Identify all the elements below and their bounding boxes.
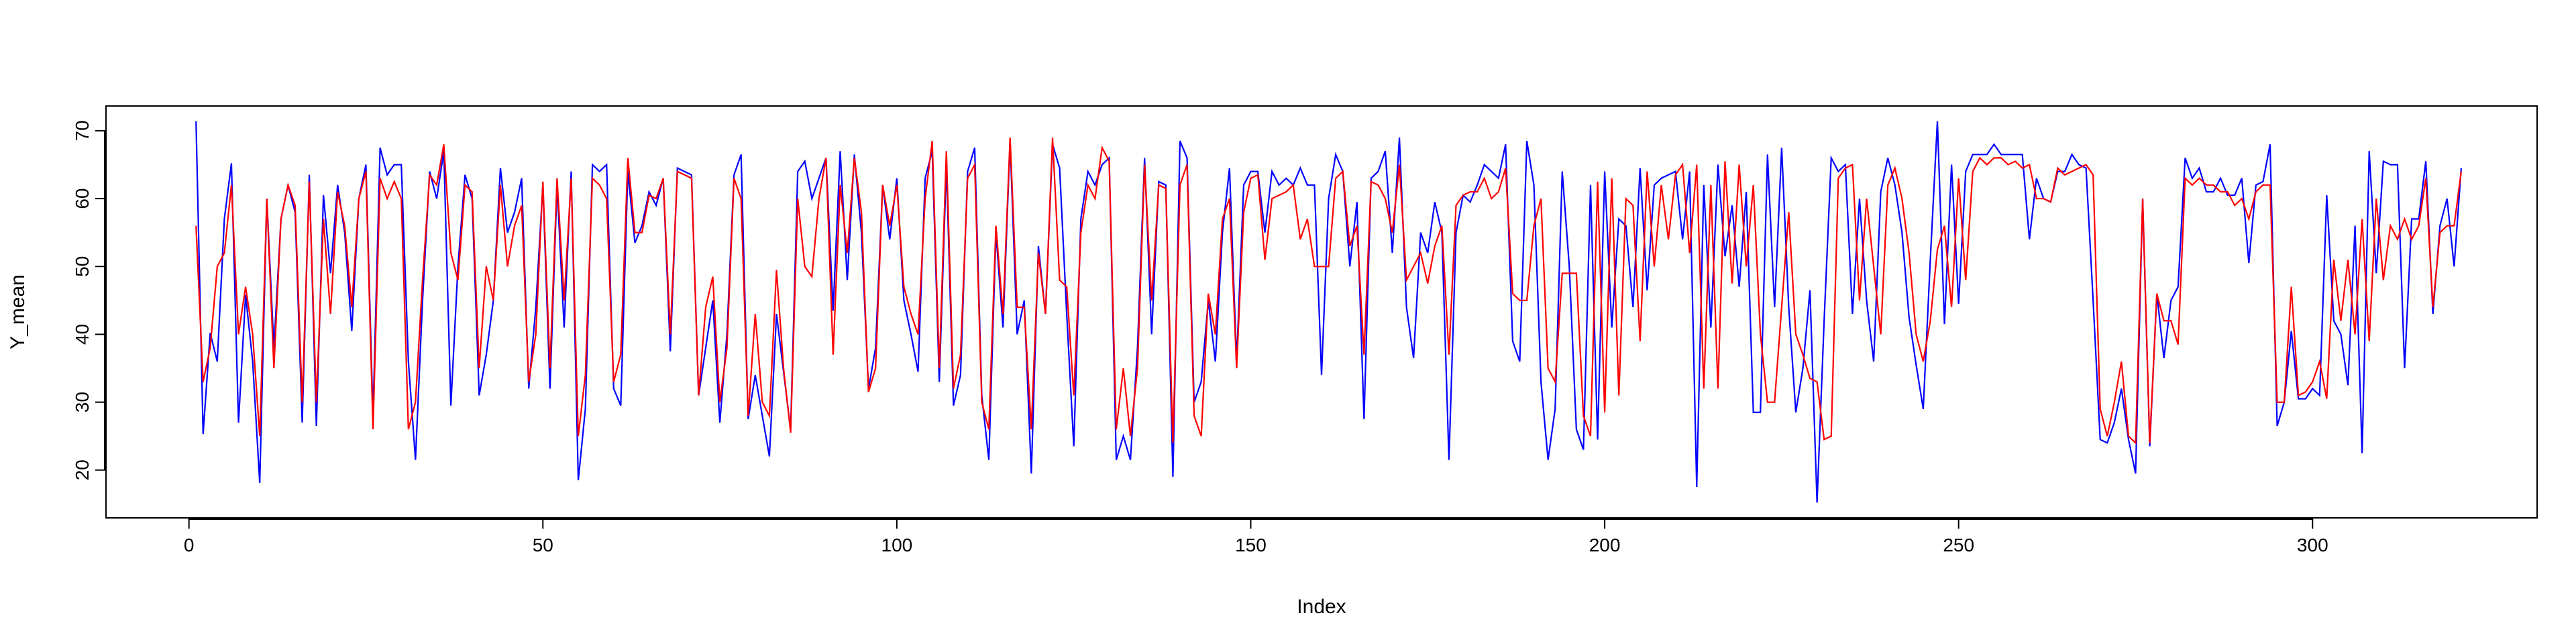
y-tick-label: 60 [72, 188, 93, 209]
series-line-2 [195, 137, 2462, 445]
y-tick-label: 20 [72, 460, 93, 480]
x-tick-label: 50 [533, 535, 553, 555]
x-tick-label: 150 [1235, 535, 1267, 555]
x-axis-label: Index [1297, 596, 1346, 618]
series-layer [195, 121, 2462, 503]
x-tick-label: 0 [184, 535, 195, 555]
axis-layer: 0 50 100 150 200 250 300 20 30 40 50 60 70 [72, 120, 2328, 555]
x-tick-label: 100 [881, 535, 913, 555]
y-tick-label: 40 [72, 324, 93, 345]
y-axis-label: Y_mean [7, 274, 29, 350]
x-tick-label: 300 [2297, 535, 2328, 555]
y-tick-label: 70 [72, 120, 93, 141]
y-tick-label: 50 [72, 256, 93, 277]
plot-box [105, 105, 2538, 519]
y-tick-label: 30 [72, 392, 93, 413]
x-tick-label: 250 [1943, 535, 1974, 555]
x-tick-label: 200 [1589, 535, 1621, 555]
